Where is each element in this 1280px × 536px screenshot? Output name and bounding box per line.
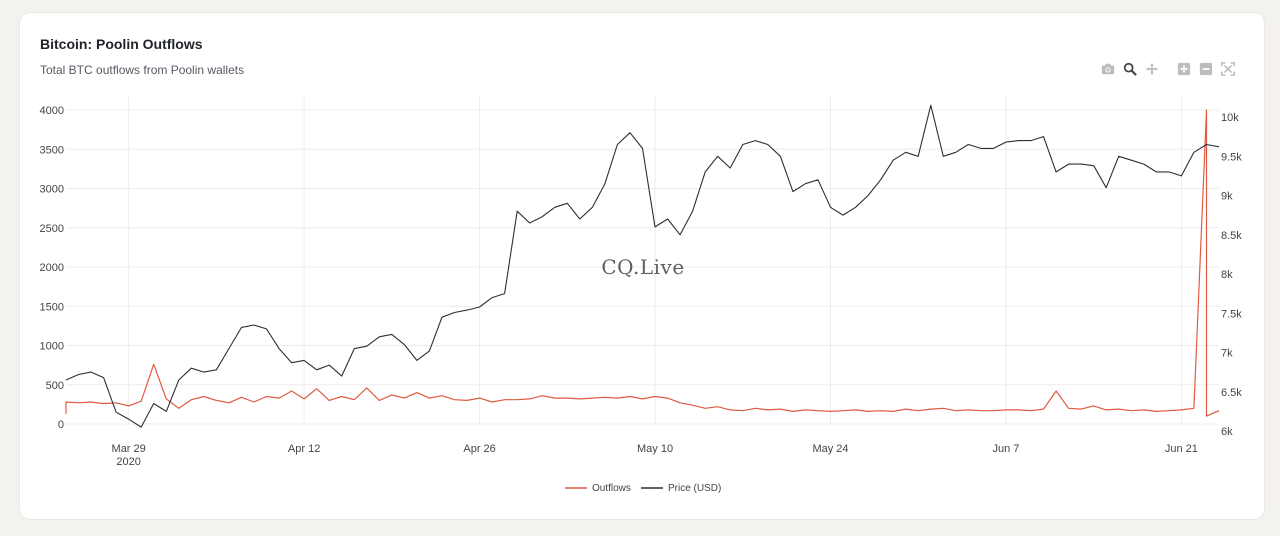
y-left-tick-label: 1000 [40, 341, 64, 353]
y-right-tick-label: 7k [1221, 348, 1233, 360]
camera-icon[interactable] [1100, 61, 1116, 77]
x-tick-label: May 10 [637, 443, 673, 455]
x-tick-year-label: 2020 [116, 456, 140, 468]
watermark-logo: CQ.Live [601, 255, 684, 279]
y-left-tick-label: 0 [58, 419, 64, 431]
y-right-tick-label: 10k [1221, 112, 1239, 124]
y-right-tick-label: 9k [1221, 191, 1233, 203]
zoom-out-icon[interactable] [1198, 61, 1214, 77]
y-right-tick-label: 8.5k [1221, 230, 1242, 242]
zoom-icon[interactable] [1122, 61, 1138, 77]
y-axis-right: 6k 6.5k 7k 7.5k 8k 8.5k 9k 9.5k 10k [1221, 112, 1242, 438]
y-right-tick-label: 8k [1221, 269, 1233, 281]
y-left-tick-label: 2500 [40, 223, 64, 235]
y-left-tick-label: 4000 [40, 105, 64, 117]
x-tick-label: Jun 21 [1165, 443, 1198, 455]
y-right-tick-label: 6k [1221, 426, 1233, 438]
outflows-line[interactable] [65, 109, 1220, 417]
y-right-tick-label: 6.5k [1221, 387, 1242, 399]
legend-item-price[interactable]: Price (USD) [641, 483, 721, 494]
y-left-tick-label: 500 [46, 380, 64, 392]
autoscale-icon[interactable] [1220, 61, 1236, 77]
chart-legend[interactable]: Outflows Price (USD) [565, 483, 721, 494]
y-right-tick-label: 9.5k [1221, 151, 1242, 163]
chart-toolbar [1100, 61, 1236, 77]
x-tick-label: Apr 26 [463, 443, 495, 455]
y-right-tick-label: 7.5k [1221, 308, 1242, 320]
y-left-tick-label: 3500 [40, 144, 64, 156]
y-left-tick-label: 2000 [40, 262, 64, 274]
legend-label: Price (USD) [668, 483, 721, 494]
x-tick-label: Apr 12 [288, 443, 320, 455]
chart-title: Bitcoin: Poolin Outflows [40, 36, 203, 52]
zoom-in-icon[interactable] [1176, 61, 1192, 77]
chart-subtitle: Total BTC outflows from Poolin wallets [40, 63, 245, 77]
series-group [65, 104, 1220, 428]
x-tick-label: May 24 [812, 443, 848, 455]
legend-label: Outflows [592, 483, 631, 494]
y-left-tick-label: 1500 [40, 301, 64, 313]
x-tick-label: Mar 29 [112, 443, 146, 455]
legend-item-outflows[interactable]: Outflows [565, 483, 631, 494]
y-axis-left: 0 500 1000 1500 2000 2500 3000 3500 4000 [40, 105, 64, 431]
pan-icon[interactable] [1144, 61, 1160, 77]
chart-card: Bitcoin: Poolin Outflows Total BTC outfl… [20, 13, 1264, 519]
x-tick-label: Jun 7 [992, 443, 1019, 455]
y-left-tick-label: 3000 [40, 184, 64, 196]
price-line[interactable] [65, 104, 1220, 428]
